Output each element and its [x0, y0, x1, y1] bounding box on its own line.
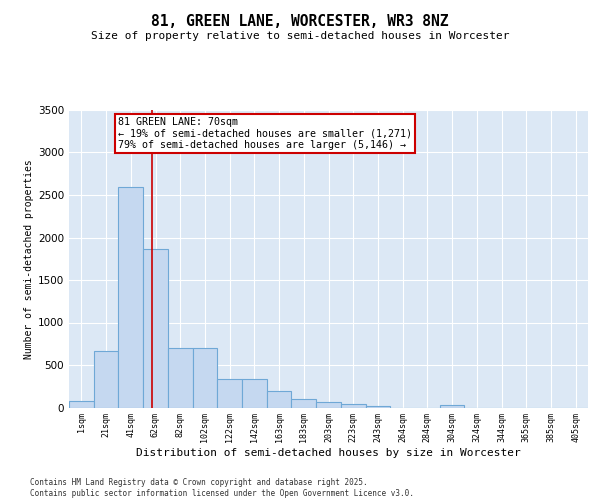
- Bar: [193, 348, 217, 408]
- Bar: [267, 392, 292, 407]
- Bar: [242, 378, 267, 408]
- Text: 81 GREEN LANE: 70sqm
← 19% of semi-detached houses are smaller (1,271)
79% of se: 81 GREEN LANE: 70sqm ← 19% of semi-detac…: [118, 117, 412, 150]
- Text: Size of property relative to semi-detached houses in Worcester: Size of property relative to semi-detach…: [91, 31, 509, 41]
- Bar: [217, 378, 242, 408]
- Y-axis label: Number of semi-detached properties: Number of semi-detached properties: [24, 159, 34, 358]
- Text: Contains HM Land Registry data © Crown copyright and database right 2025.
Contai: Contains HM Land Registry data © Crown c…: [30, 478, 414, 498]
- Text: 81, GREEN LANE, WORCESTER, WR3 8NZ: 81, GREEN LANE, WORCESTER, WR3 8NZ: [151, 14, 449, 28]
- Bar: [341, 404, 365, 407]
- Bar: [69, 400, 94, 407]
- Bar: [118, 188, 143, 408]
- Bar: [168, 348, 193, 408]
- X-axis label: Distribution of semi-detached houses by size in Worcester: Distribution of semi-detached houses by …: [136, 448, 521, 458]
- Bar: [292, 400, 316, 407]
- Bar: [143, 250, 168, 408]
- Bar: [365, 406, 390, 407]
- Bar: [440, 406, 464, 407]
- Bar: [94, 352, 118, 408]
- Bar: [316, 402, 341, 407]
